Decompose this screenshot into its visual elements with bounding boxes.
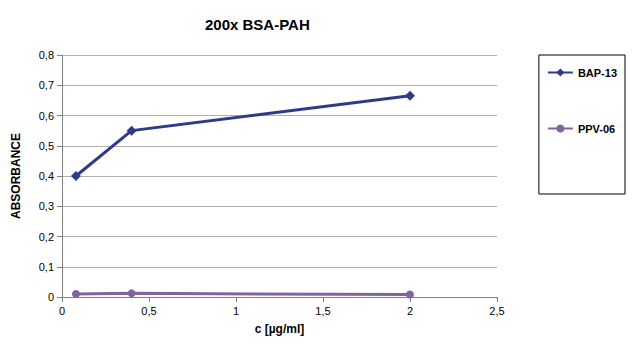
svg-text:0,1: 0,1 xyxy=(39,261,54,273)
svg-text:0,2: 0,2 xyxy=(39,231,54,243)
svg-text:0: 0 xyxy=(59,305,65,317)
svg-text:2: 2 xyxy=(407,305,413,317)
svg-text:c [µg/ml]: c [µg/ml] xyxy=(255,322,305,336)
svg-text:1: 1 xyxy=(233,305,239,317)
svg-text:1,5: 1,5 xyxy=(315,305,330,317)
svg-text:BAP-13: BAP-13 xyxy=(578,67,617,79)
svg-text:0,3: 0,3 xyxy=(39,200,54,212)
svg-text:ABSORBANCE: ABSORBANCE xyxy=(9,133,23,219)
svg-text:0,4: 0,4 xyxy=(39,170,54,182)
svg-text:0,8: 0,8 xyxy=(39,49,54,61)
svg-text:PPV-06: PPV-06 xyxy=(578,123,615,135)
svg-text:0,5: 0,5 xyxy=(141,305,156,317)
svg-text:200x BSA-PAH: 200x BSA-PAH xyxy=(205,16,310,33)
svg-text:0,7: 0,7 xyxy=(39,79,54,91)
svg-text:0: 0 xyxy=(48,291,54,303)
svg-text:2,5: 2,5 xyxy=(489,305,504,317)
svg-text:0,6: 0,6 xyxy=(39,110,54,122)
svg-text:0,5: 0,5 xyxy=(39,140,54,152)
